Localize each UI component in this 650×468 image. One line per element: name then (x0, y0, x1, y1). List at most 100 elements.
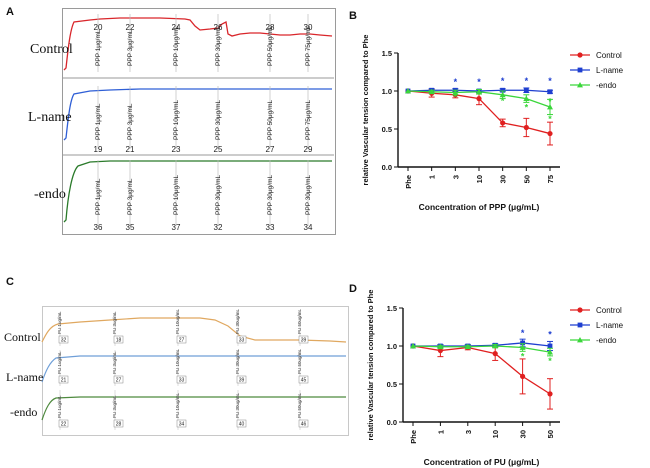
data-point (405, 88, 411, 94)
panel-c-event-box (58, 419, 69, 428)
panel-c-trace-1 (41, 355, 346, 383)
panel-c-event-label: PU 10ug/mL (175, 308, 180, 334)
panel-c-event-label: PU 30ug/mL (235, 308, 240, 334)
x-tick-label: 50 (522, 175, 531, 183)
panel-letter-d: D (349, 283, 357, 295)
significance-star: * (525, 76, 529, 86)
panel-c-event-label: PU 1ug/mL (57, 395, 62, 418)
significance-star: * (548, 114, 552, 124)
x-axis-title: Concentration of PPP (μg/mL) (419, 202, 540, 212)
panel-a-event-number: 28 (266, 23, 275, 32)
panel-letter-b: B (349, 10, 357, 22)
series-line-endo (412, 345, 551, 353)
panel-c-event-number: 46 (301, 422, 307, 428)
panel-c-event-number: 34 (179, 422, 185, 428)
panel-c-event-box (298, 375, 309, 384)
panel-c-event-number: 32 (61, 338, 67, 344)
panel-c-event-number: 18 (116, 338, 122, 344)
panel-a-event-number: 21 (126, 145, 135, 154)
panel-c-event-box (236, 419, 247, 428)
significance-star: * (477, 77, 481, 87)
panel-c-event-label: PU 10ug/mL (175, 392, 180, 418)
panel-a-event-label: PPP 1μg/mL (95, 178, 102, 215)
data-point (547, 391, 553, 397)
panel-c-event-label: PU 3ug/mL (112, 311, 117, 334)
panel-a-event-label: PPP 30μg/mL (267, 174, 274, 215)
data-point (547, 89, 553, 95)
panel-a-event-number: 24 (172, 23, 181, 32)
x-tick-label: 75 (546, 175, 555, 183)
panel-a-event-number: 36 (94, 223, 103, 232)
y-tick-label: 1.5 (387, 304, 397, 313)
panel-c-event-number: 40 (239, 422, 245, 428)
x-tick-label: 1 (428, 175, 437, 179)
legend-marker (577, 322, 583, 328)
panel-a-event-label: PPP 10μg/mL (173, 99, 180, 140)
data-point (464, 343, 471, 350)
panel-c-trace-2 (41, 396, 346, 421)
x-tick-label: 30 (519, 430, 528, 438)
panel-a-event-label: PPP 3μg/mL (127, 178, 134, 215)
legend-marker (577, 82, 583, 88)
panel-a-event-label: PPP 30μg/mL (305, 174, 312, 215)
y-tick-label: 1.0 (387, 342, 397, 351)
data-point (410, 343, 416, 349)
x-tick-label: 10 (491, 430, 500, 438)
panel-c-event-label: PU 30ug/mL (235, 392, 240, 418)
panel-c-event-number: 33 (239, 338, 245, 344)
data-point (523, 87, 529, 93)
x-tick-label: 30 (499, 175, 508, 183)
data-point (492, 343, 499, 349)
panel-a-trace-frame (62, 8, 336, 235)
legend-label: L-name (596, 66, 624, 75)
panel-a-event-number: 29 (304, 145, 313, 154)
panel-c-event-label: PU 1ug/mL (57, 311, 62, 334)
panel-a-trace-1 (63, 88, 332, 141)
data-point (499, 91, 506, 98)
panel-a-event-label: PPP 50μg/mL (267, 25, 274, 66)
legend-marker (577, 307, 583, 313)
panel-c-event-box (58, 335, 69, 344)
y-tick-label: 0.0 (387, 418, 397, 427)
panel-a-event-number: 20 (94, 23, 103, 32)
data-point (547, 130, 553, 137)
significance-star: * (501, 96, 505, 106)
panel-a-event-number: 35 (126, 223, 135, 232)
data-point (476, 88, 482, 95)
y-tick-label: 0.5 (382, 125, 392, 134)
legend-marker (577, 52, 583, 58)
data-point (547, 343, 553, 349)
x-axis-title: Concentration of PU (μg/mL) (424, 457, 540, 467)
x-tick-label: 3 (451, 175, 460, 179)
panel-c-event-number: 27 (116, 378, 122, 384)
significance-star: * (454, 92, 458, 102)
legend-label: -endo (596, 81, 617, 90)
data-point (500, 87, 506, 93)
panel-a-event-number: 25 (214, 145, 223, 154)
data-point (547, 349, 553, 355)
panel-a-event-number: 30 (304, 23, 313, 32)
panel-a-trace-2 (63, 160, 332, 223)
legend-marker (577, 337, 583, 343)
panel-c-event-label: PU 30ug/mL (235, 348, 240, 374)
legend-label: Control (596, 306, 622, 315)
panel-c-event-label: PU 50ug/mL (297, 348, 302, 374)
legend-label: L-name (596, 321, 624, 330)
data-point (523, 95, 530, 101)
data-point (547, 103, 553, 110)
panel-c-event-label: PU 50ug/mL (297, 392, 302, 418)
panel-a-event-number: 34 (304, 223, 313, 232)
panel-c-row-label-control: Control (4, 330, 41, 344)
data-point (519, 344, 526, 350)
data-point (520, 373, 526, 379)
data-point (523, 124, 529, 131)
significance-star: * (454, 77, 458, 87)
panel-c-event-number: 45 (301, 378, 307, 384)
x-tick-label: Phe (409, 430, 418, 444)
panel-a-event-number: 26 (214, 23, 223, 32)
significance-star: * (548, 356, 552, 366)
panel-c-event-box (113, 335, 124, 344)
panel-c-trace-0 (41, 317, 347, 343)
y-tick-label: 0.0 (382, 163, 392, 172)
panel-a-row-label-lname: L-name (28, 110, 72, 125)
